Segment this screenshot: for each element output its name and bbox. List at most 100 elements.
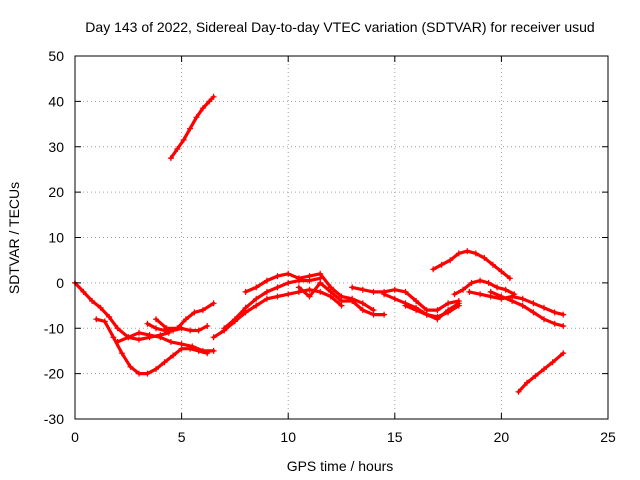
x-tick-label: 5 xyxy=(178,429,186,445)
data-point xyxy=(118,350,125,357)
data-point xyxy=(560,350,567,357)
data-point xyxy=(178,341,185,348)
data-point xyxy=(274,273,281,280)
data-point xyxy=(506,275,513,282)
data-point xyxy=(253,284,260,291)
data-point xyxy=(455,250,462,257)
data-point xyxy=(477,277,484,284)
data-point xyxy=(381,291,388,298)
data-point xyxy=(451,291,458,298)
data-point xyxy=(338,298,345,304)
data-point xyxy=(402,302,409,309)
data-point xyxy=(153,325,159,332)
data-point xyxy=(195,327,202,334)
data-point xyxy=(317,270,324,277)
data-point xyxy=(295,284,302,291)
data-point xyxy=(494,284,501,291)
data-point xyxy=(210,93,217,100)
series-arc-16 xyxy=(467,290,565,317)
data-point xyxy=(498,293,505,300)
series-arc-3 xyxy=(115,331,216,353)
data-point xyxy=(466,288,473,295)
data-point xyxy=(285,291,292,298)
data-point xyxy=(391,295,398,302)
series-arc-13 xyxy=(403,304,461,319)
data-point xyxy=(481,254,488,261)
data-point xyxy=(231,316,238,323)
data-point xyxy=(89,298,96,304)
data-point xyxy=(359,286,366,293)
y-tick-label: 0 xyxy=(56,275,64,291)
data-point xyxy=(210,334,217,341)
data-series xyxy=(72,93,567,395)
data-point xyxy=(161,359,168,366)
data-point xyxy=(136,336,142,343)
data-point xyxy=(136,370,142,377)
data-point xyxy=(106,313,113,320)
data-point xyxy=(242,304,249,311)
data-point xyxy=(221,325,228,332)
data-point xyxy=(189,343,196,350)
chart-title: Day 143 of 2022, Sidereal Day-to-day VTE… xyxy=(85,19,594,35)
data-point xyxy=(187,327,194,334)
data-point xyxy=(464,248,471,255)
data-point xyxy=(549,359,556,366)
data-point xyxy=(551,320,558,327)
data-point xyxy=(370,311,377,318)
data-point xyxy=(295,275,302,282)
y-tick-label: 50 xyxy=(48,48,64,64)
data-point xyxy=(530,309,537,316)
data-point xyxy=(170,352,177,359)
data-point xyxy=(210,347,217,354)
data-point xyxy=(509,298,516,304)
data-point xyxy=(187,125,194,132)
data-point xyxy=(210,300,217,307)
data-point xyxy=(468,279,475,286)
data-point xyxy=(551,309,558,316)
data-point xyxy=(306,273,313,280)
data-point xyxy=(263,277,270,284)
data-point xyxy=(359,300,366,307)
data-point xyxy=(136,329,142,336)
data-point xyxy=(180,136,187,143)
data-point xyxy=(349,284,356,291)
plot-frame xyxy=(74,55,609,420)
data-point xyxy=(434,313,441,320)
data-point xyxy=(114,325,121,332)
data-point xyxy=(317,288,324,295)
data-point xyxy=(327,288,334,295)
series-arc-5 xyxy=(154,301,216,330)
data-point xyxy=(455,302,462,309)
data-point xyxy=(263,295,270,302)
data-point xyxy=(487,288,494,295)
data-point xyxy=(174,146,181,152)
data-point xyxy=(127,363,134,370)
data-point xyxy=(438,261,445,268)
data-point xyxy=(498,268,505,275)
data-point xyxy=(306,293,313,300)
x-tick-label: 10 xyxy=(280,429,296,445)
x-tick-label: 25 xyxy=(600,429,616,445)
data-point xyxy=(477,291,484,298)
data-point xyxy=(174,325,181,332)
data-point xyxy=(485,279,492,286)
y-tick-label: -10 xyxy=(44,320,64,336)
series-arc-6 xyxy=(169,95,216,160)
tick-labels: 0 5 10 15 20 25 -30 -20 -10 0 10 20 30 40 50 xyxy=(44,48,616,445)
data-point xyxy=(532,372,539,379)
data-point xyxy=(560,311,567,318)
series-arc-17 xyxy=(489,290,565,328)
series-arc-18 xyxy=(516,351,565,394)
data-point xyxy=(541,366,547,373)
series-arc-1 xyxy=(73,281,171,342)
grid-lines xyxy=(75,56,608,419)
data-point xyxy=(199,307,206,314)
data-point xyxy=(242,288,249,295)
data-point xyxy=(434,307,441,314)
data-point xyxy=(125,334,132,341)
data-point xyxy=(199,105,206,112)
y-tick-label: 10 xyxy=(48,230,64,246)
data-point xyxy=(204,323,211,329)
data-point xyxy=(263,288,270,295)
